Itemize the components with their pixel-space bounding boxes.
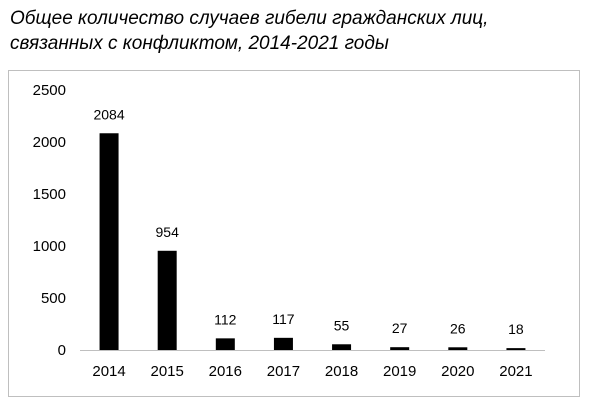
x-tick-label-2014: 2014 bbox=[92, 363, 125, 380]
data-labels: 2084 954 112 117 55 27 26 18 bbox=[93, 106, 523, 337]
data-label-2016: 112 bbox=[214, 311, 237, 327]
data-label-2017: 117 bbox=[272, 311, 295, 327]
x-tick-label-2021: 2021 bbox=[499, 363, 532, 380]
data-label-2018: 55 bbox=[334, 317, 350, 333]
data-label-2019: 27 bbox=[392, 320, 408, 336]
data-label-2014: 2084 bbox=[93, 106, 124, 122]
bar-2015 bbox=[157, 250, 177, 350]
x-tick-label-2019: 2019 bbox=[383, 363, 416, 380]
y-tick-label: 1000 bbox=[33, 238, 66, 255]
bar-2016 bbox=[215, 338, 235, 350]
bar-2019 bbox=[390, 347, 410, 350]
x-tick-label-2015: 2015 bbox=[151, 363, 184, 380]
bars bbox=[99, 133, 526, 350]
y-tick-label: 500 bbox=[41, 290, 66, 307]
y-tick-label: 2500 bbox=[33, 82, 66, 99]
y-tick-label: 0 bbox=[58, 342, 66, 359]
bar-2018 bbox=[332, 344, 352, 350]
x-tick-label-2018: 2018 bbox=[325, 363, 358, 380]
y-axis: 0 500 1000 1500 2000 2500 bbox=[33, 82, 66, 359]
x-tick-label-2017: 2017 bbox=[267, 363, 300, 380]
data-label-2021: 18 bbox=[508, 321, 524, 337]
bar-2017 bbox=[273, 337, 293, 350]
bar-2021 bbox=[506, 348, 526, 350]
x-axis: 2014 2015 2016 2017 2018 2019 2020 2021 bbox=[80, 350, 545, 380]
bar-2020 bbox=[448, 347, 468, 350]
x-tick-label-2020: 2020 bbox=[441, 363, 474, 380]
data-label-2020: 26 bbox=[450, 320, 466, 336]
y-tick-label: 1500 bbox=[33, 186, 66, 203]
y-tick-label: 2000 bbox=[33, 134, 66, 151]
chart-title: Общее количество случаев гибели гражданс… bbox=[10, 8, 489, 54]
bar-2014 bbox=[99, 133, 119, 350]
x-tick-label-2016: 2016 bbox=[209, 363, 242, 380]
data-label-2015: 954 bbox=[156, 224, 180, 240]
chart-frame bbox=[8, 70, 580, 397]
